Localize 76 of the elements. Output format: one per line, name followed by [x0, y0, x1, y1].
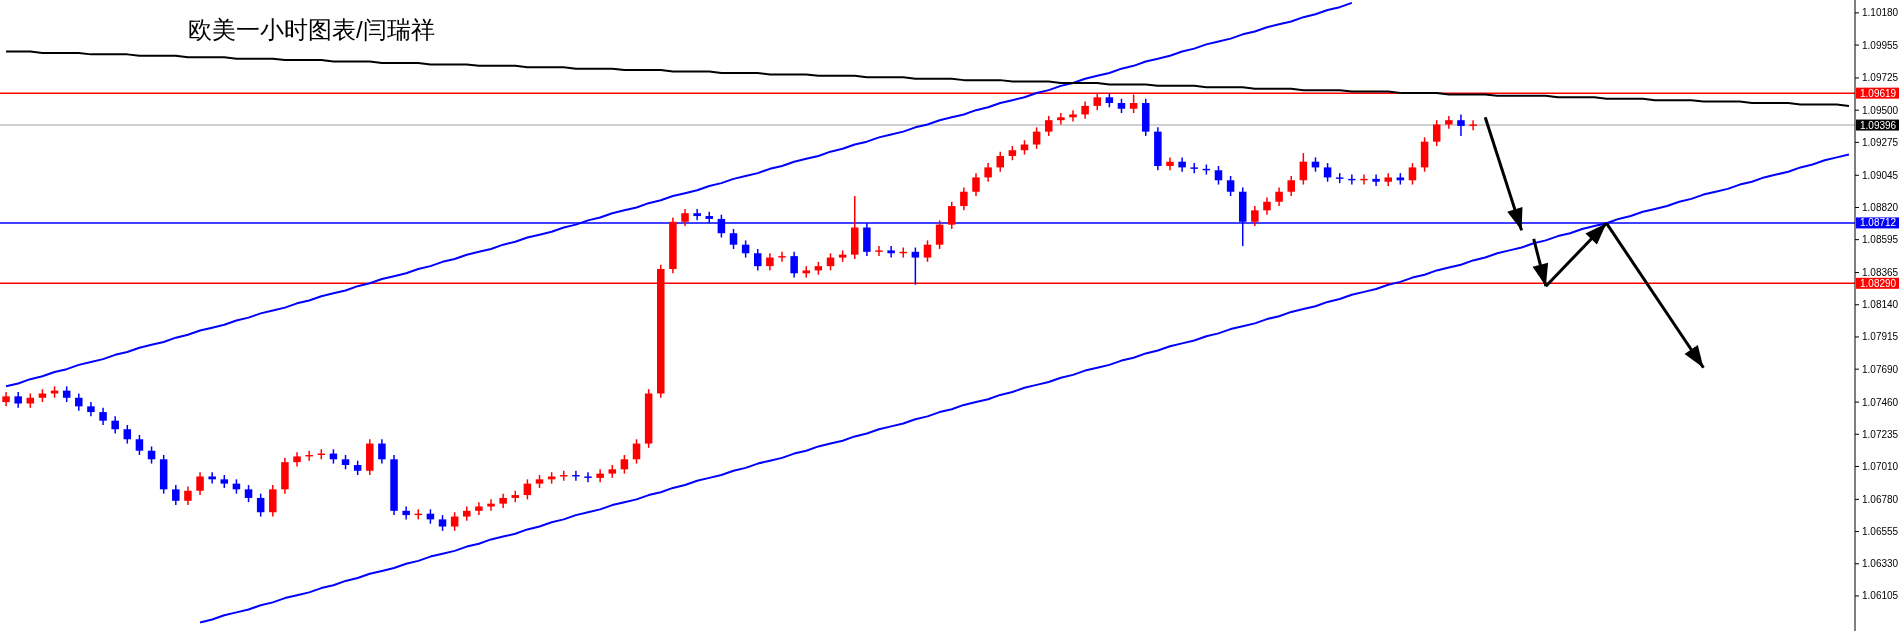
candlestick [596, 468, 604, 483]
candlestick [256, 492, 265, 518]
candlestick [923, 239, 932, 263]
ref-line-label: 1.09396 [1860, 119, 1897, 131]
y-tick-label: 1.07690 [1862, 363, 1899, 375]
candlestick [972, 172, 980, 197]
candlestick [887, 245, 895, 259]
ref-line-label: 1.08290 [1860, 277, 1897, 289]
y-tick-label: 1.06555 [1862, 526, 1899, 538]
candlestick [960, 186, 968, 212]
y-tick-label: 1.09500 [1862, 104, 1899, 116]
candlestick [1299, 152, 1308, 186]
candlestick [269, 484, 277, 518]
candlestick [1469, 119, 1477, 131]
candlestick [1166, 156, 1174, 172]
y-tick-label: 1.09955 [1862, 39, 1899, 51]
y-tick-label: 1.07010 [1862, 460, 1899, 472]
candlestick [1178, 156, 1186, 173]
candlestick [1287, 175, 1295, 197]
candlestick [1044, 115, 1053, 137]
ref-line-label: 1.09619 [1860, 87, 1897, 99]
candlestick [1323, 162, 1332, 183]
candlestick [184, 485, 192, 506]
candlestick [1057, 112, 1065, 126]
candlestick [172, 484, 180, 506]
candlestick [620, 454, 629, 475]
candlestick [196, 471, 204, 496]
candlestick [911, 246, 920, 286]
y-tick-label: 1.06780 [1862, 493, 1899, 505]
y-tick-label: 1.08595 [1862, 234, 1899, 246]
candlestick [935, 219, 944, 250]
y-tick-label: 1.06105 [1862, 590, 1899, 602]
candlestick [1432, 119, 1441, 147]
candlestick [135, 434, 144, 456]
candlestick [693, 208, 701, 222]
candlestick [1445, 115, 1453, 130]
candlestick [584, 471, 592, 483]
candlestick [1190, 162, 1198, 174]
y-tick-label: 1.06330 [1862, 558, 1899, 570]
candlestick [1275, 186, 1283, 207]
candlestick [475, 501, 483, 516]
text: 欧美一小时图表/闫瑞祥 [188, 16, 435, 43]
line-series [5, 50, 1850, 107]
candlestick [1032, 126, 1041, 150]
y-tick-label: 1.09275 [1862, 136, 1899, 148]
candlestick [875, 245, 883, 257]
candlestick [1408, 162, 1417, 186]
candlestick [778, 251, 786, 263]
candlestick [996, 150, 1004, 173]
candlestick [123, 424, 132, 445]
candlestick [729, 228, 738, 250]
y-tick-label: 1.08365 [1862, 267, 1899, 279]
candlestick [450, 511, 459, 532]
candlestick [947, 201, 956, 230]
candlestick [984, 162, 992, 183]
y-tick-label: 1.08140 [1862, 299, 1899, 311]
candlestick [1069, 109, 1077, 123]
candlestick [790, 251, 798, 279]
candlestick [1457, 113, 1465, 137]
ref-line-label: 1.08712 [1860, 217, 1897, 229]
candlestick [1214, 165, 1223, 186]
y-tick-label: 1.08820 [1862, 201, 1899, 213]
candlestick [523, 478, 532, 501]
candlestick [754, 248, 762, 272]
candlestick [1251, 205, 1259, 227]
candlestick [487, 498, 495, 512]
candlestick [1372, 173, 1380, 187]
candlestick [1226, 175, 1235, 197]
y-tick-label: 1.07915 [1862, 331, 1899, 343]
y-tick-label: 1.09045 [1862, 169, 1899, 181]
y-tick-label: 1.09725 [1862, 72, 1899, 84]
y-tick-label: 1.07235 [1862, 428, 1899, 440]
candlestick [378, 438, 386, 465]
y-tick-label: 1.10180 [1862, 7, 1899, 19]
candlestick [208, 471, 216, 485]
y-tick-label: 1.07460 [1862, 396, 1899, 408]
